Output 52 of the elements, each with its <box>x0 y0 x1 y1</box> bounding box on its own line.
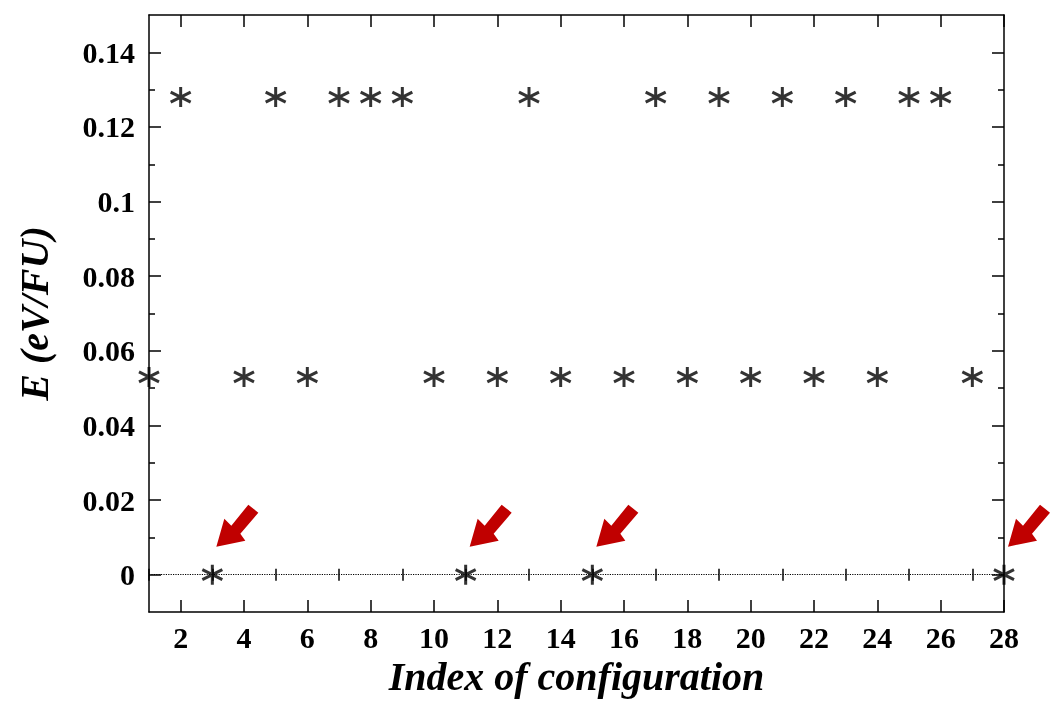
x-tick-label: 12 <box>482 620 513 654</box>
x-tick-label: 26 <box>925 620 956 654</box>
point <box>549 365 573 389</box>
point <box>802 365 826 389</box>
y-tick-label: 0.12 <box>82 110 135 144</box>
point <box>707 85 731 109</box>
point <box>137 365 161 389</box>
x-axis-title: Index of configuration <box>387 654 765 700</box>
y-tick-label: 0.08 <box>82 259 135 293</box>
point <box>675 365 699 389</box>
point <box>580 563 604 587</box>
x-tick-label: 4 <box>236 620 252 654</box>
point <box>517 85 541 109</box>
x-tick-label: 22 <box>799 620 829 654</box>
point <box>897 85 921 109</box>
y-tick-label: 0 <box>120 558 135 592</box>
x-tick-label: 18 <box>672 620 703 654</box>
point <box>739 365 763 389</box>
x-tick-label: 20 <box>735 620 766 654</box>
point <box>485 365 509 389</box>
point <box>390 85 414 109</box>
x-tick-label: 24 <box>862 620 893 654</box>
point <box>770 85 794 109</box>
x-tick-label: 28 <box>989 620 1019 654</box>
x-tick-label: 14 <box>545 620 576 654</box>
point <box>929 85 953 109</box>
y-tick-label: 0.1 <box>97 185 135 219</box>
point <box>992 563 1016 587</box>
point <box>327 85 351 109</box>
point <box>865 365 889 389</box>
point <box>200 563 224 587</box>
x-tick-label: 2 <box>173 620 189 654</box>
point <box>422 365 446 389</box>
y-axis-title: E (eV/FU) <box>11 226 57 402</box>
point <box>960 365 984 389</box>
y-tick-label: 0.06 <box>82 334 135 368</box>
y-tick-label: 0.14 <box>82 35 135 69</box>
y-tick-label: 0.02 <box>82 483 135 517</box>
point <box>264 85 288 109</box>
point <box>644 85 668 109</box>
point <box>169 85 193 109</box>
x-tick-label: 16 <box>609 620 639 654</box>
x-tick-label: 10 <box>419 620 449 654</box>
point <box>295 365 319 389</box>
point <box>612 365 636 389</box>
point <box>359 85 383 109</box>
point <box>834 85 858 109</box>
x-tick-label: 6 <box>299 620 315 654</box>
y-tick-label: 0.04 <box>82 408 135 442</box>
point <box>232 365 256 389</box>
point <box>454 563 478 587</box>
x-tick-label: 8 <box>363 620 379 654</box>
